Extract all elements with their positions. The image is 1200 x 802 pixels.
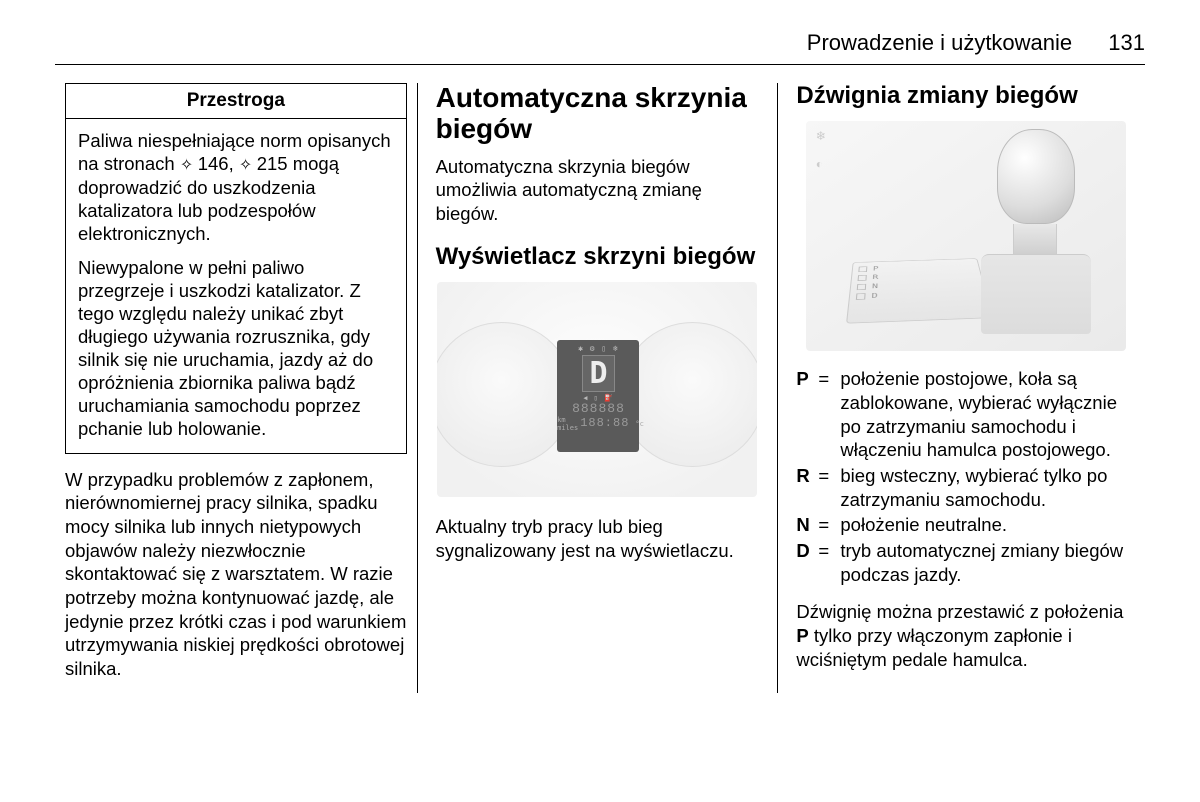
page-ref-icon: ✧ — [180, 157, 198, 174]
section-intro: Automatyczna skrzynia biegów umożliwia a… — [436, 155, 760, 226]
lcd-trip: 188:88 — [580, 417, 629, 430]
page-ref-icon: ✧ — [239, 157, 257, 174]
caution-paragraph-2: Niewypalone w pełni paliwo przegrzeje i … — [78, 256, 394, 441]
lcd-gear-indicator: D — [582, 355, 614, 392]
def-row-p: P = położenie postojowe, koła są zabloko… — [796, 367, 1135, 462]
lcd-temp-unit: °с — [631, 420, 643, 428]
gear-lever — [991, 129, 1086, 339]
gear-lever-illustration: ❄◐ P R N D — [806, 121, 1126, 351]
lcd-odometer: 888888 — [561, 402, 635, 416]
lever-shaft — [1013, 224, 1057, 254]
lcd-panel: ✱ ⚙ ▯ ❄ D ◀ ▯ ⛽ 888888 kmmiles 188:88 °с — [557, 340, 639, 452]
def-row-r: R = bieg wsteczny, wybierać tylko po zat… — [796, 464, 1135, 511]
lcd-icon-row: ✱ ⚙ ▯ ❄ — [561, 344, 635, 353]
caution-paragraph-1: Paliwa niespełniające norm opisanych na … — [78, 129, 394, 246]
column-1: Przestroga Paliwa niespełniające norm op… — [55, 83, 417, 693]
lever-knob — [997, 129, 1075, 224]
def-row-d: D = tryb automatycznej zmiany biegów pod… — [796, 539, 1135, 586]
caution-body: Paliwa niespełniające norm opisanych na … — [66, 119, 406, 453]
page-header: Prowadzenie i użytkowanie 131 — [55, 30, 1145, 56]
content-columns: Przestroga Paliwa niespełniające norm op… — [55, 83, 1145, 693]
transmission-display-illustration: ✱ ⚙ ▯ ❄ D ◀ ▯ ⛽ 888888 kmmiles 188:88 °с — [437, 282, 757, 497]
subsection-heading: Dźwignia zmiany biegów — [796, 83, 1135, 109]
plate-row-d: D — [855, 289, 979, 301]
display-caption: Aktualny tryb pracy lub bieg sygnalizowa… — [436, 515, 760, 562]
section-heading: Automatyczna skrzynia biegów — [436, 83, 760, 145]
header-rule — [55, 64, 1145, 65]
def-row-n: N = położenie neutralne. — [796, 513, 1135, 537]
column-2: Automatyczna skrzynia biegów Automatyczn… — [417, 83, 779, 693]
gauge-left — [437, 322, 574, 467]
lever-boot — [981, 254, 1091, 334]
gear-position-plate: P R N D — [846, 259, 993, 324]
caution-title: Przestroga — [66, 84, 406, 119]
page-number: 131 — [1108, 30, 1145, 55]
chapter-title: Prowadzenie i użytkowanie — [807, 30, 1072, 55]
lcd-units: kmmiles — [553, 416, 578, 432]
subsection-heading: Wyświetlacz skrzyni biegów — [436, 244, 760, 270]
body-paragraph: W przypadku problemów z zapłonem, nierów… — [65, 468, 407, 681]
gauge-right — [620, 322, 757, 467]
column-3: Dźwignia zmiany biegów ❄◐ P R N D P = po… — [778, 83, 1145, 693]
lever-note: Dźwignię można przestawić z położenia P … — [796, 600, 1135, 671]
console-icons: ❄◐ — [816, 129, 826, 171]
gear-definitions: P = położenie postojowe, koła są zabloko… — [796, 367, 1135, 586]
caution-box: Przestroga Paliwa niespełniające norm op… — [65, 83, 407, 454]
